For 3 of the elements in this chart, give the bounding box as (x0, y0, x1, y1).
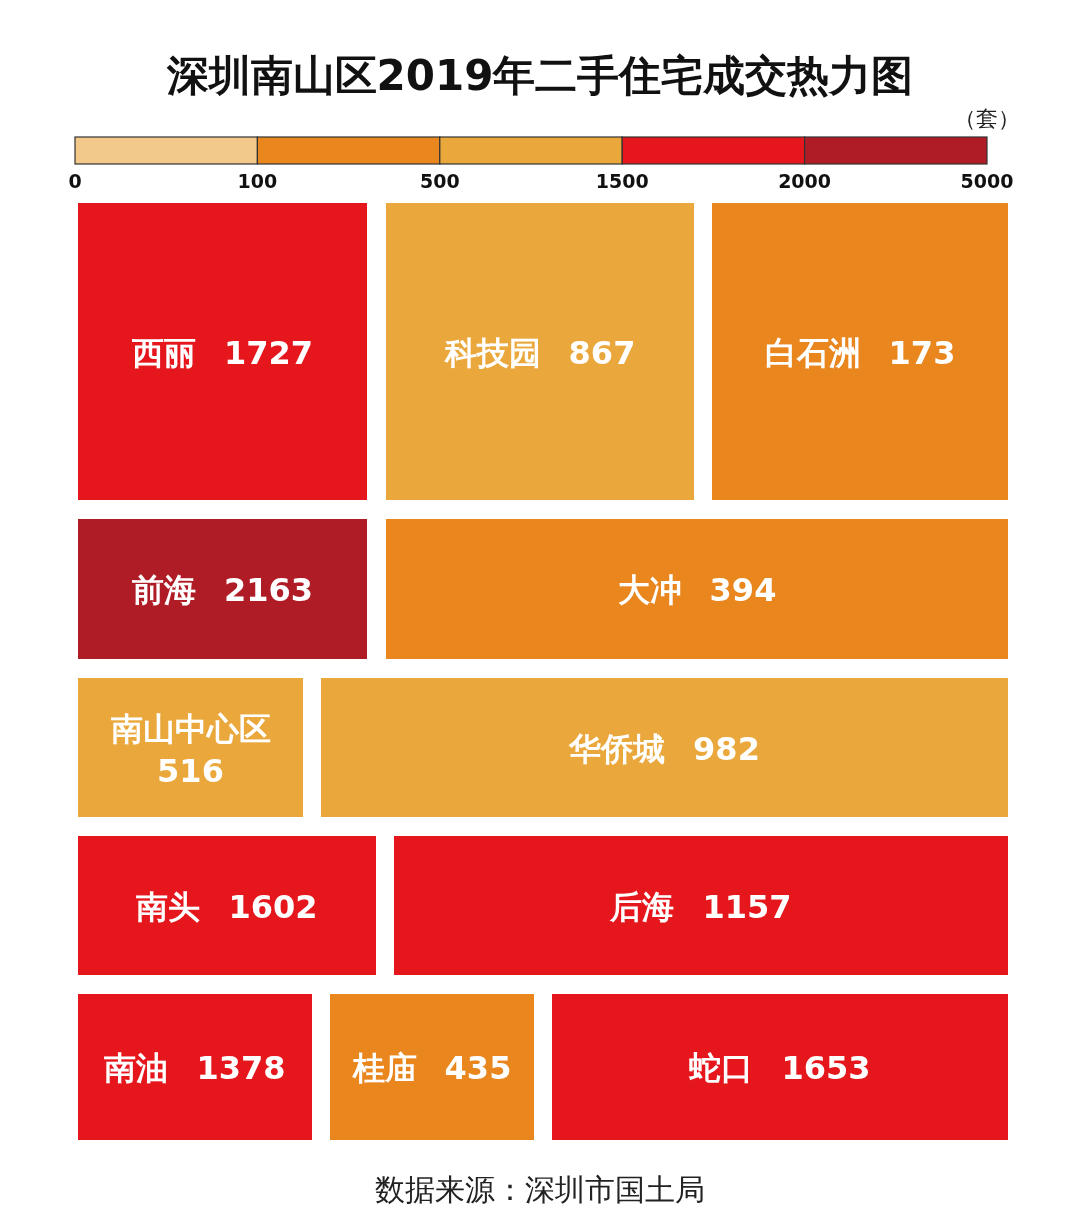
clabel: （套） (954, 106, 1020, 131)
annotation: 数据来源：深圳市国土局 (375, 1172, 705, 1207)
title: 深圳南山区2019年二手住宅成交热力图 (166, 51, 914, 100)
